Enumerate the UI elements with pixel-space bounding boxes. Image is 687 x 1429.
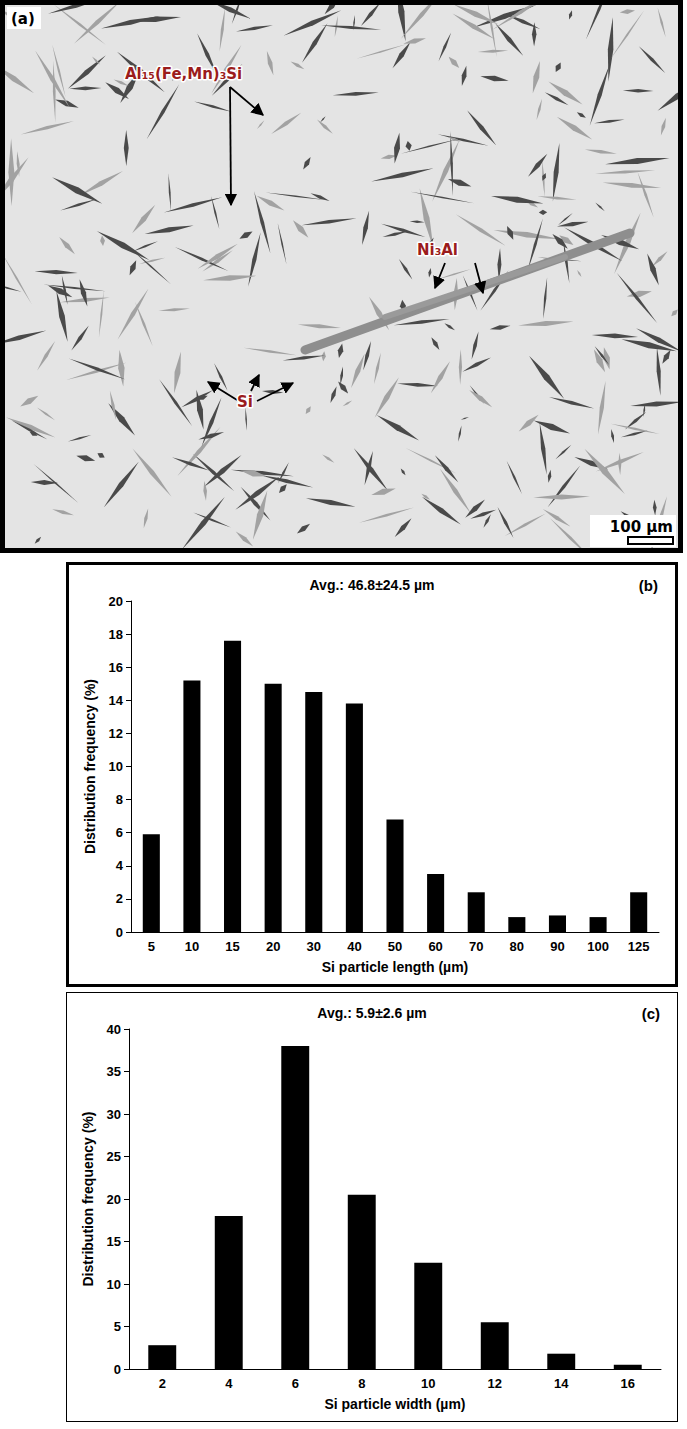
- svg-text:14: 14: [554, 1376, 569, 1391]
- svg-text:0: 0: [116, 925, 123, 940]
- svg-text:25: 25: [107, 1149, 121, 1164]
- svg-text:50: 50: [388, 939, 402, 954]
- svg-text:10: 10: [421, 1376, 435, 1391]
- svg-text:Distribution frequency (%): Distribution frequency (%): [82, 679, 98, 854]
- svg-text:60: 60: [428, 939, 442, 954]
- svg-text:(c): (c): [642, 1005, 660, 1022]
- svg-text:Al₁₅(Fe,Mn)₃Si: Al₁₅(Fe,Mn)₃Si: [125, 65, 242, 83]
- svg-text:10: 10: [107, 1277, 121, 1292]
- svg-text:18: 18: [109, 627, 123, 642]
- svg-text:70: 70: [469, 939, 483, 954]
- svg-text:0: 0: [114, 1362, 121, 1377]
- svg-text:15: 15: [225, 939, 239, 954]
- svg-text:(a): (a): [11, 10, 35, 28]
- svg-text:12: 12: [109, 726, 123, 741]
- svg-text:20: 20: [266, 939, 280, 954]
- svg-text:30: 30: [307, 939, 321, 954]
- svg-text:6: 6: [292, 1376, 299, 1391]
- svg-text:5: 5: [148, 939, 155, 954]
- svg-text:100: 100: [587, 939, 609, 954]
- svg-text:15: 15: [107, 1234, 121, 1249]
- svg-text:Ni₃Al: Ni₃Al: [417, 241, 458, 259]
- svg-text:4: 4: [116, 858, 124, 873]
- svg-text:2: 2: [159, 1376, 166, 1391]
- svg-text:2: 2: [116, 891, 123, 906]
- svg-text:10: 10: [185, 939, 199, 954]
- svg-text:4: 4: [225, 1376, 233, 1391]
- svg-text:Si particle length (µm): Si particle length (µm): [322, 959, 469, 975]
- svg-text:Si particle width (µm): Si particle width (µm): [324, 1396, 465, 1412]
- svg-text:20: 20: [107, 1192, 121, 1207]
- svg-text:40: 40: [347, 939, 361, 954]
- svg-text:8: 8: [358, 1376, 365, 1391]
- svg-text:Avg.: 5.9±2.6 µm: Avg.: 5.9±2.6 µm: [317, 1005, 426, 1021]
- svg-text:80: 80: [510, 939, 524, 954]
- svg-text:6: 6: [116, 825, 123, 840]
- svg-text:Avg.: 46.8±24.5 µm: Avg.: 46.8±24.5 µm: [310, 577, 435, 593]
- svg-text:100 µm: 100 µm: [610, 518, 673, 536]
- svg-text:90: 90: [550, 939, 564, 954]
- svg-text:35: 35: [107, 1064, 121, 1079]
- svg-text:125: 125: [628, 939, 650, 954]
- svg-text:12: 12: [488, 1376, 502, 1391]
- svg-text:(b): (b): [639, 577, 658, 594]
- svg-text:16: 16: [621, 1376, 635, 1391]
- svg-text:8: 8: [116, 792, 123, 807]
- svg-text:20: 20: [109, 594, 123, 609]
- svg-text:14: 14: [109, 693, 124, 708]
- svg-text:Si: Si: [237, 393, 253, 411]
- svg-text:Distribution frequency (%): Distribution frequency (%): [80, 1111, 96, 1286]
- svg-text:16: 16: [109, 660, 123, 675]
- svg-text:5: 5: [114, 1319, 121, 1334]
- svg-text:30: 30: [107, 1107, 121, 1122]
- svg-text:10: 10: [109, 759, 123, 774]
- svg-text:40: 40: [107, 1022, 121, 1037]
